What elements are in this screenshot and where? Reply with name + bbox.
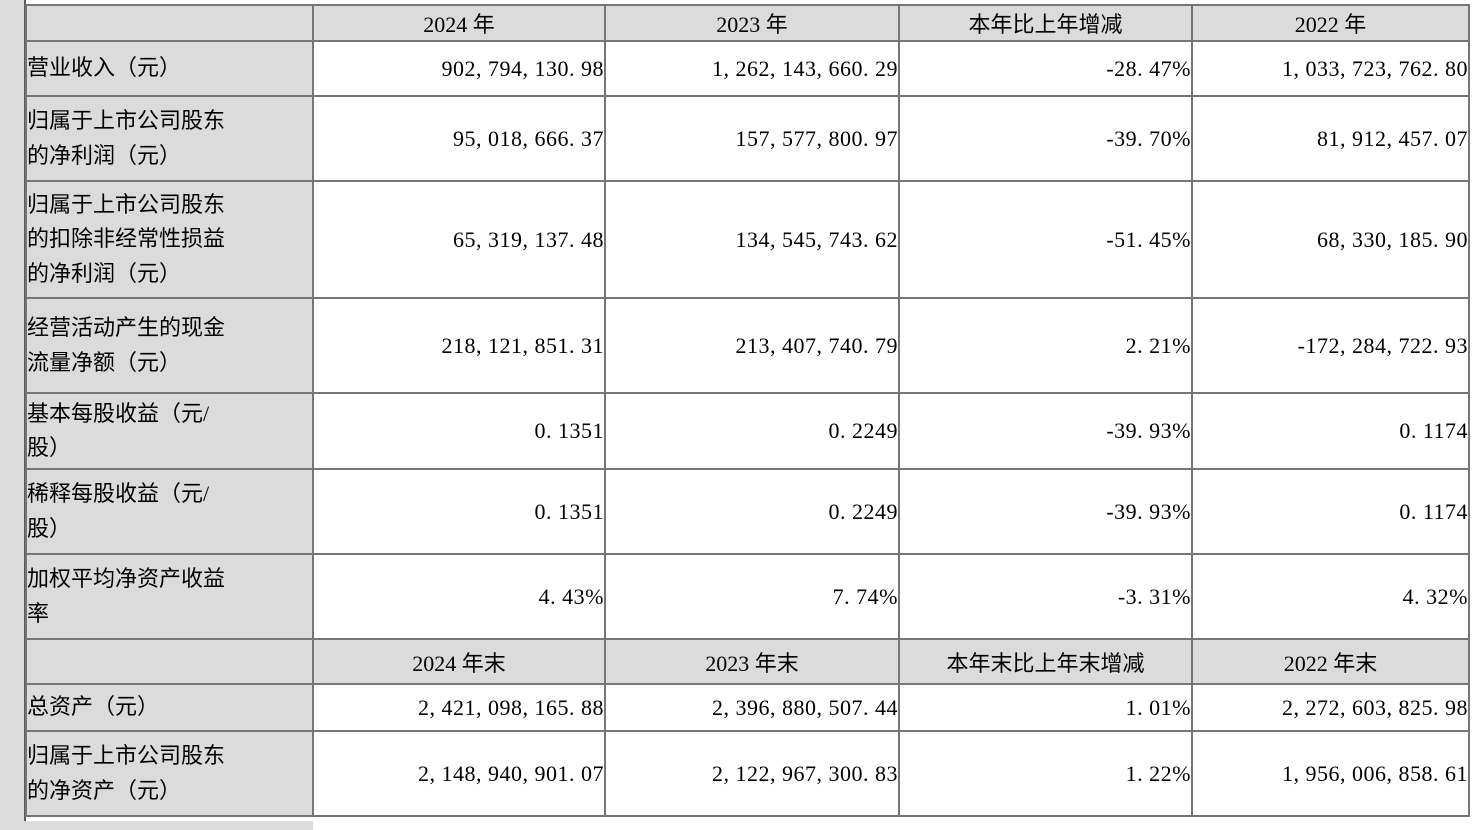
row-label: 归属于上市公司股东 的净资产（元） [25,730,314,817]
cell-value: 902, 794, 130. 98 [312,40,606,97]
cell-value: 0. 2249 [604,392,900,470]
cell-value: 1, 262, 143, 660. 29 [604,40,900,97]
cell-value: 95, 018, 666. 37 [312,95,606,182]
cell-value: 0. 2249 [604,468,900,555]
table-row-operating-cash-flow: 经营活动产生的现金 流量净额（元） 218, 121, 851. 31 213,… [25,297,1470,394]
row-label: 营业收入（元） [25,40,314,97]
corner-cell [25,4,314,42]
table-row-net-assets: 归属于上市公司股东 的净资产（元） 2, 148, 940, 901. 07 2… [25,730,1470,817]
row-label: 经营活动产生的现金 流量净额（元） [25,297,314,394]
row-label: 归属于上市公司股东 的扣除非经常性损益 的净利润（元） [25,180,314,299]
cell-value: -39. 93% [898,392,1193,470]
column-header-yoy-change: 本年比上年增减 [898,4,1193,42]
table-row-net-profit-excl-nonrecurring: 归属于上市公司股东 的扣除非经常性损益 的净利润（元） 65, 319, 137… [25,180,1470,299]
cell-value: 0. 1174 [1191,392,1470,470]
cell-value: 0. 1351 [312,392,606,470]
table-row-total-assets: 总资产（元） 2, 421, 098, 165. 88 2, 396, 880,… [25,683,1470,732]
cell-value: 2. 21% [898,297,1193,394]
table-row-net-profit: 归属于上市公司股东 的净利润（元） 95, 018, 666. 37 157, … [25,95,1470,182]
cell-value: 2, 421, 098, 165. 88 [312,683,606,732]
cell-value: 2, 396, 880, 507. 44 [604,683,900,732]
cell-value: 1. 01% [898,683,1193,732]
cell-value: 4. 32% [1191,553,1470,640]
row-label: 加权平均净资产收益 率 [25,553,314,640]
cell-value: 157, 577, 800. 97 [604,95,900,182]
column-header-yearend-change: 本年末比上年末增减 [898,638,1193,685]
cell-value: 2, 122, 967, 300. 83 [604,730,900,817]
row-label: 稀释每股收益（元/ 股） [25,468,314,555]
cell-value: 218, 121, 851. 31 [312,297,606,394]
row-label: 归属于上市公司股东 的净利润（元） [25,95,314,182]
cell-value: 81, 912, 457. 07 [1191,95,1470,182]
column-header-2022-end: 2022 年末 [1191,638,1470,685]
table-row-diluted-eps: 稀释每股收益（元/ 股） 0. 1351 0. 2249 -39. 93% 0.… [25,468,1470,555]
table-row-basic-eps: 基本每股收益（元/ 股） 0. 1351 0. 2249 -39. 93% 0.… [25,392,1470,470]
table-row-weighted-avg-roe: 加权平均净资产收益 率 4. 43% 7. 74% -3. 31% 4. 32% [25,553,1470,640]
column-header-2024: 2024 年 [312,4,606,42]
cell-value: 1. 22% [898,730,1193,817]
cell-value: 213, 407, 740. 79 [604,297,900,394]
cell-value: 2, 148, 940, 901. 07 [312,730,606,817]
corner-cell [25,638,314,685]
table-header-row-yearend: 2024 年末 2023 年末 本年末比上年末增减 2022 年末 [25,638,1470,685]
cell-value: 68, 330, 185. 90 [1191,180,1470,299]
column-header-2023: 2023 年 [604,4,900,42]
cell-value: -39. 93% [898,468,1193,555]
column-header-2022: 2022 年 [1191,4,1470,42]
cell-value: 4. 43% [312,553,606,640]
row-label: 总资产（元） [25,683,314,732]
row-label: 基本每股收益（元/ 股） [25,392,314,470]
cell-value: 65, 319, 137. 48 [312,180,606,299]
cell-value: 7. 74% [604,553,900,640]
bottom-crop-strip [0,821,313,830]
cell-value: -3. 31% [898,553,1193,640]
cell-value: 1, 956, 006, 858. 61 [1191,730,1470,817]
cell-value: -28. 47% [898,40,1193,97]
financial-summary-table: 2024 年 2023 年 本年比上年增减 2022 年 营业收入（元） 902… [25,4,1470,817]
cell-value: -172, 284, 722. 93 [1191,297,1470,394]
table-row-operating-revenue: 营业收入（元） 902, 794, 130. 98 1, 262, 143, 6… [25,40,1470,97]
cell-value: -51. 45% [898,180,1193,299]
cell-value: -39. 70% [898,95,1193,182]
left-crop-strip [0,0,26,830]
cell-value: 0. 1351 [312,468,606,555]
column-header-2023-end: 2023 年末 [604,638,900,685]
cell-value: 1, 033, 723, 762. 80 [1191,40,1470,97]
cell-value: 0. 1174 [1191,468,1470,555]
column-header-2024-end: 2024 年末 [312,638,606,685]
cell-value: 134, 545, 743. 62 [604,180,900,299]
table-header-row-annual: 2024 年 2023 年 本年比上年增减 2022 年 [25,4,1470,42]
cell-value: 2, 272, 603, 825. 98 [1191,683,1470,732]
